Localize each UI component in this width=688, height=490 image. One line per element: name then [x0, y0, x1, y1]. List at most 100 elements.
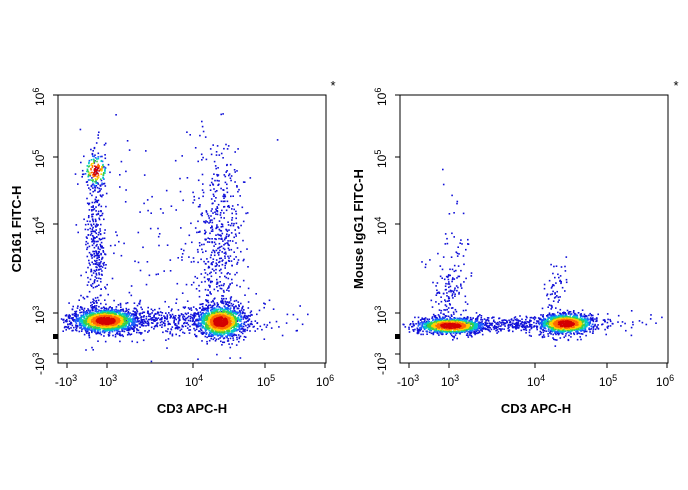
left-event-dot-696 — [144, 330, 146, 332]
left-event-dot-276 — [228, 244, 230, 247]
left-event-dot-3410 — [230, 318, 232, 321]
left-event-dot-1698 — [221, 263, 224, 266]
right-event-dot-71 — [601, 323, 604, 325]
left-event-dot-3879 — [91, 171, 93, 174]
left-event-dot-58 — [105, 303, 107, 306]
left-event-dot-1215 — [210, 280, 212, 283]
right-event-dot-119 — [533, 318, 536, 321]
left-event-dot-2888 — [88, 165, 91, 167]
left-event-dot-1832 — [239, 310, 241, 312]
right-event-dot-399 — [437, 291, 439, 294]
left-event-dot-870 — [195, 288, 198, 290]
left-event-dot-1385 — [221, 299, 224, 302]
left-event-dot-1463 — [215, 272, 217, 274]
right-event-dot-76 — [533, 316, 536, 318]
left-event-dot-2356 — [85, 314, 87, 316]
left-event-dot-1882 — [119, 330, 121, 333]
right-event-dot-410 — [514, 322, 517, 325]
left-event-dot-213 — [209, 219, 212, 221]
left-event-dot-656 — [212, 338, 214, 341]
left-event-dot-1639 — [220, 152, 223, 155]
right-event-dot-286 — [423, 318, 425, 320]
left-event-dot-2734 — [120, 325, 122, 328]
left-event-dot-1808 — [226, 230, 229, 233]
left-event-dot-1155 — [137, 317, 140, 319]
left-event-dot-3725 — [94, 318, 96, 320]
left-event-dot-2100 — [227, 307, 230, 310]
left-event-dot-1813 — [235, 334, 238, 336]
left-event-dot-1582 — [222, 195, 224, 198]
left-event-dot-2039 — [198, 317, 201, 319]
left-event-dot-797 — [199, 204, 201, 206]
left-event-dot-1879 — [216, 304, 219, 307]
right-event-dot-158 — [440, 309, 443, 312]
left-event-dot-284 — [244, 330, 246, 333]
left-event-dot-2125 — [129, 315, 132, 317]
left-event-dot-1131 — [167, 320, 169, 323]
left-event-dot-76 — [90, 304, 92, 307]
left-event-dot-3300 — [94, 177, 97, 180]
left-event-dot-303 — [93, 201, 96, 204]
left-event-dot-2074 — [126, 312, 128, 315]
left-event-dot-2818 — [211, 312, 213, 315]
right-event-dot-98 — [438, 315, 441, 317]
left-event-dot-911 — [215, 338, 218, 341]
left-x-axis-title: CD3 APC-H — [157, 401, 227, 416]
left-event-dot-492 — [220, 272, 223, 274]
left-event-dot-2337 — [234, 312, 236, 315]
right-event-dot-94 — [530, 326, 533, 328]
left-event-dot-1791 — [243, 309, 245, 311]
left-event-dot-77 — [250, 314, 252, 316]
left-event-dot-1114 — [108, 306, 111, 309]
left-event-dot-2578 — [100, 311, 102, 314]
left-event-dot-1737 — [212, 304, 215, 307]
left-event-dot-29 — [139, 331, 142, 334]
left-event-dot-1968 — [99, 331, 101, 333]
left-event-dot-376 — [226, 187, 228, 190]
left-event-dot-2020 — [208, 333, 210, 336]
left-event-dot-571 — [192, 257, 195, 259]
left-event-dot-1156 — [85, 331, 87, 333]
left-plot-frame — [57, 94, 327, 364]
left-event-dot-1434 — [256, 328, 259, 330]
left-event-dot-2406 — [104, 310, 106, 313]
right-event-dot-184 — [500, 329, 502, 332]
left-event-dot-15 — [235, 344, 238, 346]
left-event-dot-71 — [202, 303, 204, 305]
left-event-dot-1508 — [91, 213, 93, 216]
left-event-dot-807 — [170, 309, 173, 312]
left-event-dot-2952 — [230, 314, 232, 316]
left-event-dot-1285 — [234, 151, 236, 153]
left-event-dot-4228 — [222, 318, 224, 320]
left-event-dot-406 — [176, 324, 178, 327]
left-event-dot-742 — [95, 252, 98, 254]
left-event-dot-1265 — [135, 307, 137, 310]
left-event-dot-2611 — [203, 322, 205, 324]
left-event-dot-731 — [95, 210, 97, 212]
left-event-dot-1409 — [94, 167, 97, 170]
left-event-dot-3609 — [229, 319, 232, 322]
left-event-dot-965 — [97, 152, 100, 155]
left-event-dot-1139 — [188, 234, 191, 237]
left-event-dot-3989 — [214, 318, 217, 320]
left-event-dot-2014 — [88, 310, 91, 313]
left-event-dot-2081 — [97, 156, 99, 158]
left-event-dot-81 — [65, 326, 68, 328]
left-event-dot-569 — [211, 238, 213, 240]
right-event-dot-470 — [529, 316, 532, 319]
left-event-dot-2157 — [107, 309, 109, 312]
left-event-dot-1526 — [156, 311, 159, 313]
left-event-dot-1985 — [92, 330, 94, 332]
left-event-dot-1788 — [134, 326, 136, 328]
left-event-dot-1248 — [200, 258, 202, 261]
left-event-dot-2040 — [211, 307, 214, 309]
left-event-dot-2598 — [214, 310, 216, 312]
left-event-dot-1540 — [180, 248, 183, 250]
left-event-dot-3237 — [232, 320, 234, 323]
left-event-dot-3044 — [120, 323, 123, 326]
left-event-dot-173 — [213, 302, 216, 305]
left-event-dot-210 — [197, 205, 200, 208]
right-event-dot-254 — [460, 287, 463, 289]
left-event-dot-1903 — [73, 320, 75, 322]
left-event-dot-1963 — [99, 155, 102, 158]
